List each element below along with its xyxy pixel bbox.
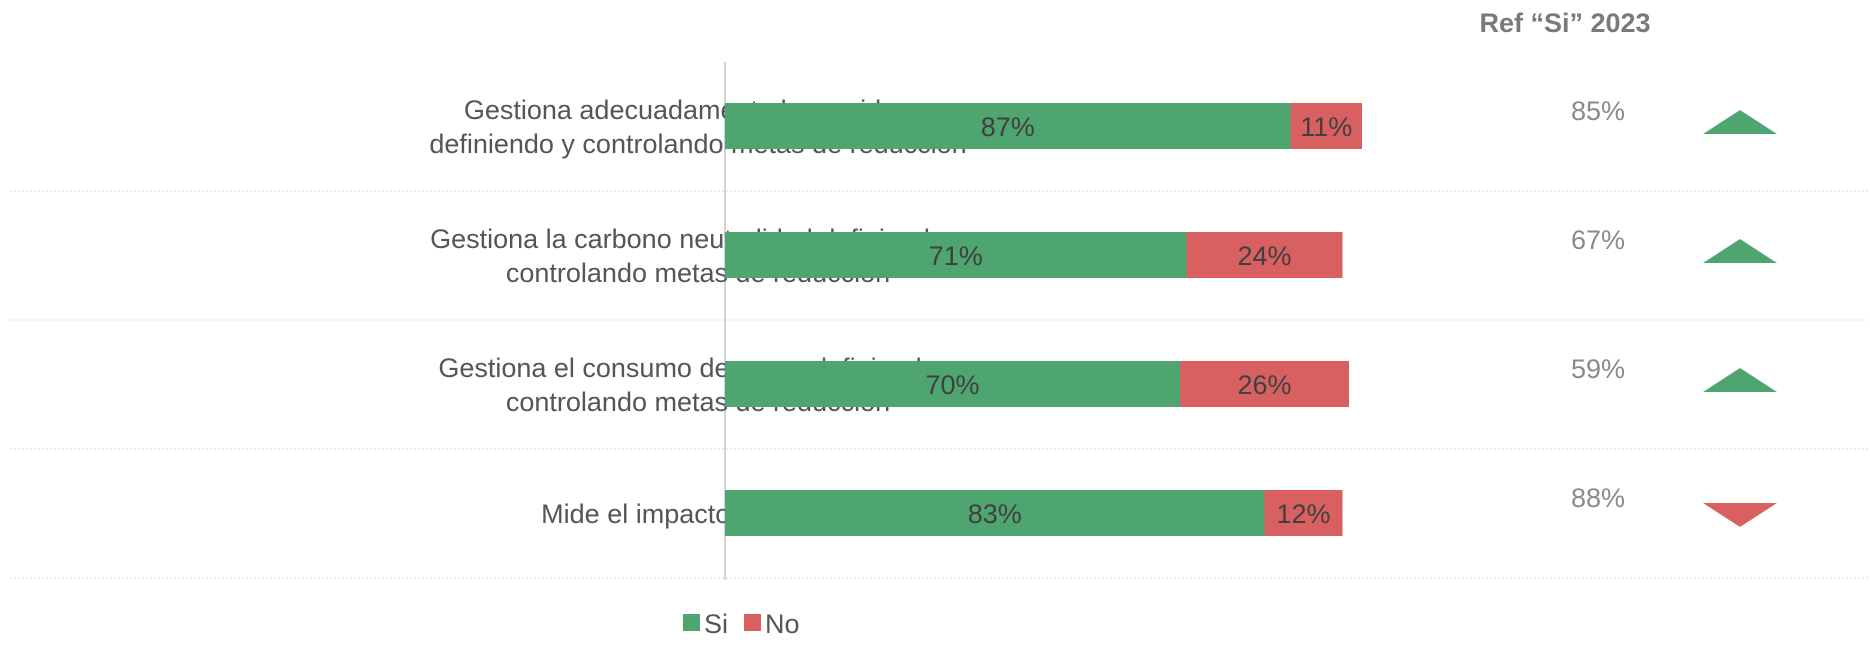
bar-si [725,103,1291,149]
reference-value: 88% [1571,483,1625,513]
data-label-no: 12% [1276,499,1330,529]
data-label-no: 11% [1300,112,1352,142]
bar-no [1264,490,1343,536]
trend-up-icon [1703,368,1777,392]
bar-no [1186,232,1343,278]
reference-value: 85% [1571,96,1625,126]
data-label-si: 87% [981,112,1035,142]
legend-label-no: No [765,609,800,639]
trend-down-icon [1703,503,1777,527]
bar-no [1290,103,1362,149]
reference-header: Ref “Si” 2023 [1479,8,1650,38]
data-label-si: 83% [968,499,1022,529]
trend-up-icon [1703,239,1777,263]
bar-si [725,232,1187,278]
bar-si [725,490,1265,536]
legend: Si No [683,609,800,639]
trend-up-icon [1703,110,1777,134]
bar-si [725,361,1180,407]
data-label-si: 71% [929,241,983,271]
chart-rows: Gestiona adecuadamente los residuos,defi… [10,95,1870,579]
legend-swatch-si [683,614,700,631]
legend-label-si: Si [704,609,728,639]
data-label-no: 26% [1237,370,1291,400]
reference-value: 59% [1571,354,1625,384]
data-label-no: 24% [1237,241,1291,271]
data-label-si: 70% [925,370,979,400]
bar-no [1180,361,1349,407]
legend-swatch-no [744,614,762,631]
reference-value: 67% [1571,225,1625,255]
